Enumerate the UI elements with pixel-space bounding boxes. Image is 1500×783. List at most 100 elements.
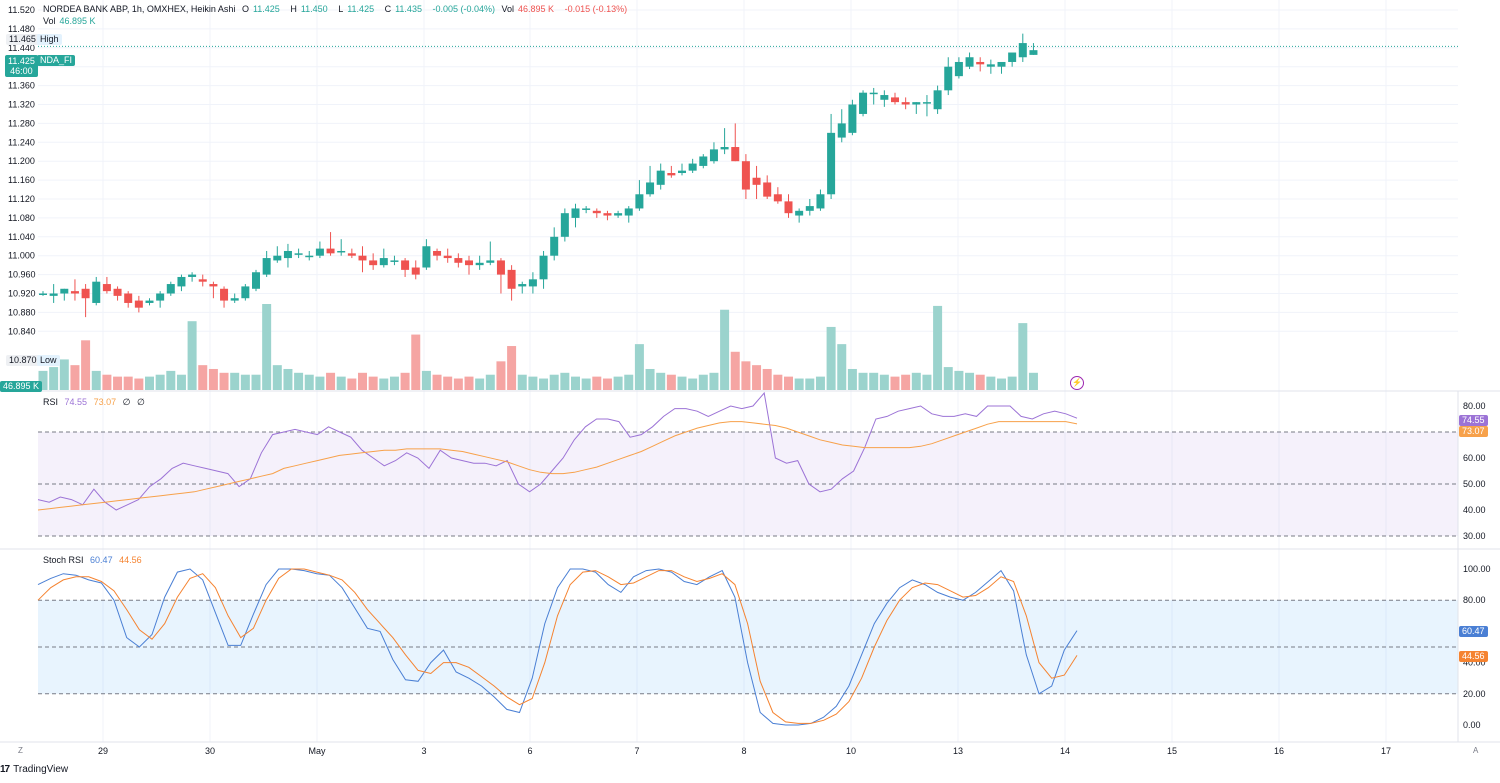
- high-value-tag: 11.465: [6, 34, 39, 45]
- volume-bar: [134, 378, 144, 390]
- candle-body: [102, 284, 111, 292]
- rsi-extra-1: ∅: [122, 397, 131, 407]
- price-tick-label: 11.520: [8, 5, 35, 15]
- candle-body: [976, 61, 985, 65]
- candle-body: [624, 208, 633, 216]
- candle-body: [283, 250, 292, 259]
- stoch-d-tag: 44.56: [1459, 651, 1488, 662]
- candle-body: [465, 260, 473, 266]
- stoch-tick-label: 0.00: [1463, 720, 1481, 730]
- candle-body: [912, 102, 921, 105]
- candle-body: [390, 260, 399, 262]
- price-tick-label: 10.960: [8, 270, 36, 280]
- volume-bar: [656, 372, 666, 390]
- candle-body: [571, 208, 580, 218]
- volume-bar: [698, 374, 708, 390]
- volume-bar: [368, 376, 378, 390]
- candle-body: [134, 300, 143, 308]
- volume-bar: [464, 376, 474, 390]
- rsi-line: [37, 391, 1078, 511]
- volume-bar: [879, 374, 889, 390]
- last-price-tag: 11.425 46:00: [5, 55, 38, 77]
- rsi-ma-tag: 73.07: [1459, 426, 1488, 437]
- volume-bar: [847, 368, 857, 390]
- volume-bar: [102, 374, 112, 390]
- volume-bar: [262, 304, 272, 390]
- time-tick-label: 13: [953, 746, 963, 756]
- volume-bar: [730, 351, 740, 390]
- volume-bar: [602, 378, 612, 390]
- tradingview-logo-icon: 17: [0, 764, 10, 775]
- volume-bar: [166, 370, 176, 390]
- price-tick-label: 11.000: [8, 251, 35, 261]
- volume-bar: [294, 372, 304, 390]
- candle-body: [560, 213, 569, 237]
- candle-body: [880, 95, 889, 100]
- candle-body: [294, 253, 303, 255]
- candle-body: [81, 288, 90, 299]
- rsi-tick-label: 80.00: [1463, 401, 1486, 411]
- volume-bar: [805, 378, 815, 390]
- rsi-extra-2: ∅: [136, 397, 145, 407]
- candle-body: [496, 260, 505, 275]
- candlestick-series: [39, 33, 1038, 318]
- symbol-tag: NDA_FI: [37, 55, 76, 66]
- candle-body: [486, 260, 495, 263]
- price-tick-label: 11.320: [8, 100, 35, 110]
- price-tick-label: 10.920: [8, 289, 36, 299]
- volume-bar: [901, 374, 911, 390]
- volume-bar: [688, 378, 698, 390]
- volume-bar: [666, 374, 676, 390]
- volume-bar: [784, 376, 793, 390]
- price-legend: NORDEA BANK ABP, 1h, OMXHEX, Heikin Ashi…: [43, 4, 631, 14]
- last-price-countdown: 46:00: [10, 66, 33, 76]
- volume-bar: [485, 374, 495, 390]
- low-tag-label: Low: [40, 355, 57, 365]
- candle-body: [773, 194, 782, 202]
- price-tick-label: 11.360: [8, 81, 35, 91]
- auto-scale-toggle[interactable]: A: [1473, 746, 1479, 755]
- candle-body: [986, 64, 995, 67]
- volume-bar: [475, 378, 485, 390]
- volume-bar: [59, 359, 69, 390]
- volume-bar: [347, 378, 357, 390]
- candle-body: [252, 272, 260, 289]
- candle-body: [305, 255, 314, 258]
- tradingview-name: TradingView: [13, 764, 69, 775]
- candle-body: [209, 284, 218, 287]
- high-label: H: [290, 4, 297, 14]
- close-value: 11.435: [395, 4, 422, 14]
- candle-body: [358, 255, 367, 261]
- volume-bar: [634, 344, 644, 390]
- volume-bar: [762, 368, 772, 390]
- time-tick-label: 7: [634, 746, 639, 756]
- volume-bar: [81, 340, 91, 390]
- candle-body: [741, 161, 750, 190]
- candle-body: [997, 61, 1006, 67]
- candle-body: [805, 206, 814, 211]
- candle-body: [220, 288, 229, 301]
- volume-bar: [379, 378, 389, 390]
- stoch-k-tag: 60.47: [1459, 626, 1488, 637]
- axes: 11.52011.48011.44011.40011.36011.32011.2…: [0, 5, 1500, 756]
- stoch-k-line: [37, 568, 1078, 726]
- volume-bar: [858, 372, 868, 390]
- candle-body: [411, 267, 420, 275]
- volume-legend: Vol 46.895 K: [43, 16, 100, 26]
- lightning-icon[interactable]: ⚡: [1070, 376, 1084, 390]
- timezone-toggle[interactable]: Z: [18, 746, 23, 755]
- candle-body: [443, 255, 452, 259]
- candle-body: [124, 293, 133, 303]
- ohlc-low: L 11.425: [338, 4, 378, 14]
- symbol-line: NORDEA BANK ABP, 1h, OMXHEX, Heikin Ashi: [43, 4, 236, 14]
- volume-bar: [954, 370, 964, 390]
- time-tick-label: 29: [98, 746, 108, 756]
- candle-body: [177, 276, 186, 287]
- candle-body: [1018, 43, 1027, 58]
- candle-body: [667, 173, 676, 176]
- candle-body: [614, 213, 623, 216]
- ohlc-open: O 11.425: [242, 4, 284, 14]
- stoch-tick-label: 100.00: [1463, 564, 1491, 574]
- time-tick-label: 8: [741, 746, 746, 756]
